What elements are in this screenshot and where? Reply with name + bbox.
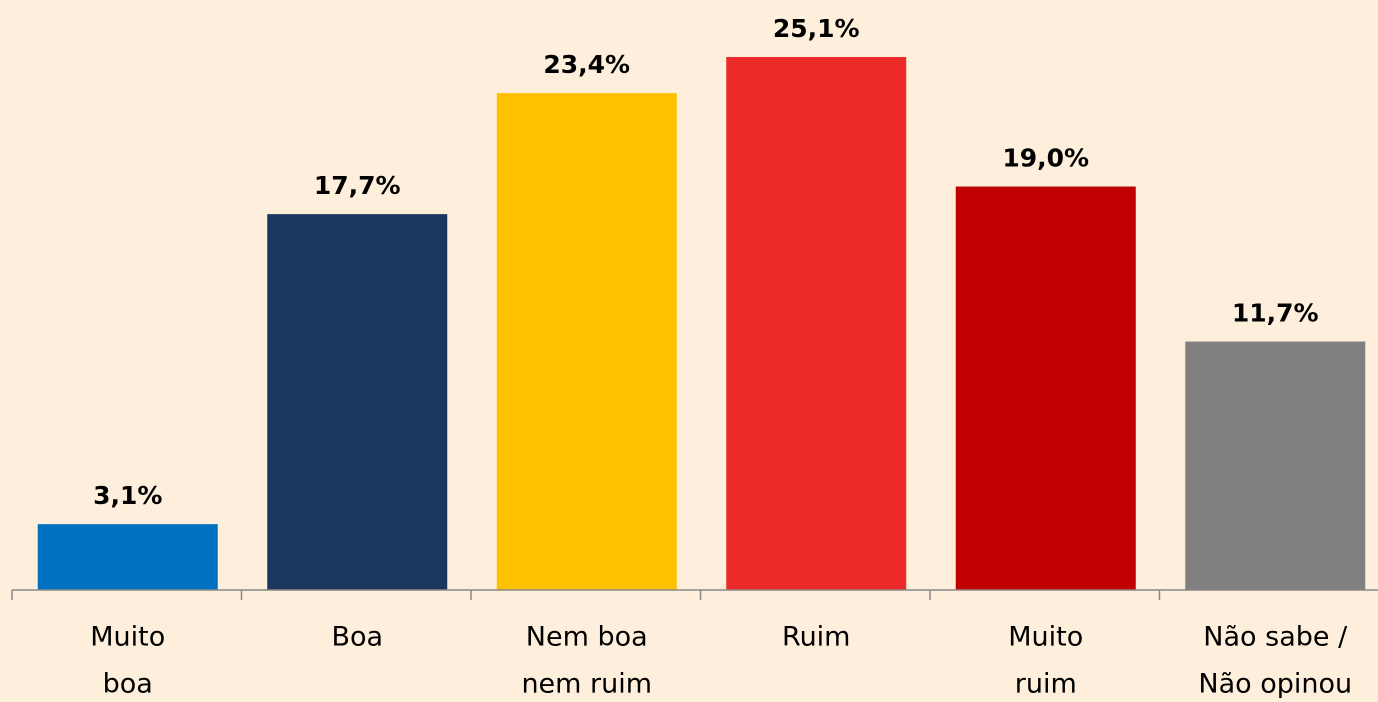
bar [37,524,218,590]
value-label: 25,1% [773,14,860,43]
x-tick-label: Não sabe / [1203,622,1348,653]
value-label: 3,1% [93,481,162,510]
x-tick-label: Não opinou [1198,669,1352,700]
x-tick-label: Boa [331,622,383,653]
bar [955,186,1136,590]
bar [1185,341,1366,590]
x-tick-label: boa [103,669,153,700]
bar [726,57,907,590]
x-tick-label: Ruim [782,622,850,653]
x-tick-label: ruim [1015,669,1077,700]
value-label: 11,7% [1232,299,1319,328]
value-label: 19,0% [1002,144,1089,173]
x-tick-label: Muito [90,622,165,653]
value-label: 17,7% [314,171,401,200]
bar [267,214,448,590]
x-tick-label: nem ruim [521,669,652,700]
x-tick-label: Nem boa [526,622,648,653]
value-label: 23,4% [543,50,630,79]
bar [496,93,677,590]
x-tick-label: Muito [1008,622,1083,653]
